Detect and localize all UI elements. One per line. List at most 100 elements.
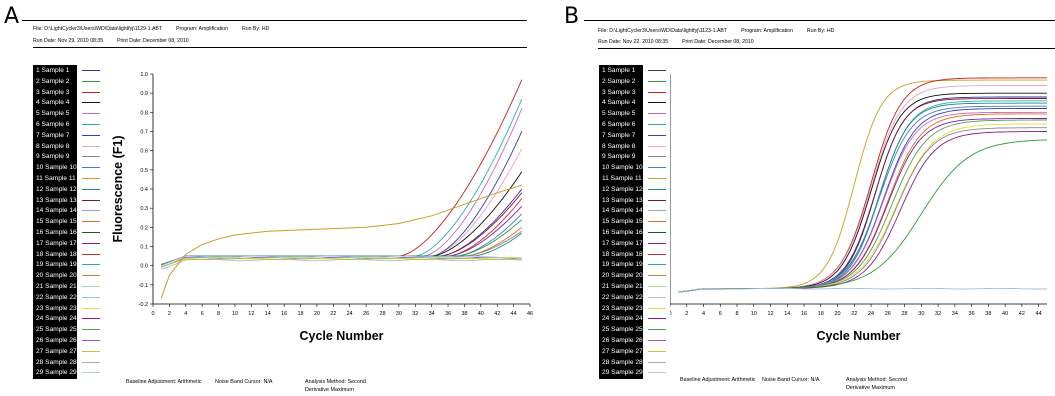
legend-swatch (82, 65, 100, 76)
series-line (160, 184, 522, 299)
legend-swatch (648, 108, 666, 119)
meta-rundate: Run Date: Nov 29, 2010 08:35 (33, 38, 104, 44)
legend-swatch (648, 130, 666, 141)
footer-baseline: Baseline Adjustment: Arithmetic (680, 377, 756, 383)
x-tick-label: 26 (885, 311, 891, 317)
meta-rule (33, 47, 527, 48)
y-tick-label: 0.3 (140, 206, 148, 212)
x-tick-label: 24 (868, 311, 874, 317)
x-tick-label: 20 (314, 311, 320, 317)
y-tick-label: 0.2 (140, 225, 148, 231)
legend: 1 Sample 1 2 Sample 2 3 Sample 3 4 Sample 4… (599, 65, 643, 380)
x-tick-label: 10 (751, 311, 757, 317)
legend-swatch (648, 173, 666, 184)
legend-entry: 8 Sample 8 (36, 142, 70, 150)
series-line (161, 232, 523, 266)
footer-noise: Noise Band Cursor: N/A (215, 379, 273, 385)
legend-swatch (82, 324, 100, 335)
legend-entry: 5 Sample 5 (602, 110, 636, 118)
legend-entry: 10 Sample 10 (602, 164, 643, 172)
x-tick-label: 0 (151, 311, 154, 317)
meta-printdate: Print Date: December 08, 2010 (682, 39, 754, 45)
x-tick-label: 12 (248, 311, 254, 317)
legend-entry: 11 Sample 11 (36, 174, 76, 182)
meta-line-1: File: D:\LightCycler3\Users\WD\Data\ligh… (598, 28, 848, 34)
series-line (678, 100, 1047, 293)
footer-method: Analysis Method: Second (305, 379, 366, 385)
meta-rundate: Run Date: Nov 22, 2010 08:35 (598, 39, 669, 45)
y-tick-label: 0.5 (140, 168, 148, 174)
legend-swatch (82, 195, 100, 206)
series-line (678, 85, 1047, 293)
legend-swatch (82, 87, 100, 98)
legend-entry: 28 Sample 28 (602, 358, 643, 366)
x-tick-label: 26 (363, 311, 369, 317)
legend-entry: 16 Sample 16 (36, 228, 77, 236)
legend-entry: 29 Sample 29 (36, 369, 77, 377)
legend-entry: 13 Sample 13 (36, 196, 77, 204)
x-tick-label: 32 (412, 311, 418, 317)
legend-entry: 19 Sample 19 (36, 261, 77, 269)
x-tick-label: 0 (670, 311, 672, 317)
x-tick-label: 8 (735, 311, 738, 317)
y-tick-label: 1.0 (140, 72, 148, 78)
x-tick-label: 34 (429, 311, 435, 317)
x-tick-label: 42 (494, 311, 500, 317)
legend-entry: 3 Sample 3 (602, 88, 636, 96)
x-tick-label: 36 (445, 311, 451, 317)
x-tick-label: 18 (297, 311, 303, 317)
legend-swatch (648, 249, 666, 260)
legend-entry: 15 Sample 15 (602, 218, 643, 226)
amplification-chart: Fluorescence (F1)-0.20.00.20.40.60.81.01… (670, 74, 1048, 343)
legend-entry: 15 Sample 15 (36, 218, 77, 226)
legend-swatch (648, 216, 666, 227)
legend-entry: 3 Sample 3 (36, 88, 70, 96)
series-line (678, 113, 1047, 293)
legend-entry: 26 Sample 26 (602, 336, 643, 344)
legend-swatch (82, 346, 100, 357)
x-tick-label: 4 (702, 311, 705, 317)
series-line (161, 258, 522, 270)
legend-swatch (82, 238, 100, 249)
legend-swatch (648, 97, 666, 108)
legend-entry: 27 Sample 27 (602, 347, 643, 355)
legend-swatch (648, 270, 666, 281)
meta-line-1: File: D:\LightCycler3\Users\WD\Data\ligh… (33, 26, 283, 32)
legend-entry: 1 Sample 1 (602, 67, 636, 74)
x-tick-label: 14 (265, 311, 271, 317)
legend-swatch (648, 238, 666, 249)
y-tick-label: -0.1 (139, 283, 148, 289)
x-tick-label: 46 (527, 311, 533, 317)
legend-swatch (648, 281, 666, 292)
meta-program: Program: Amplification (176, 26, 228, 32)
legend-swatch (648, 335, 666, 346)
legend-entry: 12 Sample 12 (36, 185, 77, 193)
legend-entry: 2 Sample 2 (36, 77, 70, 85)
legend-entry: 17 Sample 17 (602, 239, 643, 247)
legend-swatch (82, 173, 100, 184)
x-tick-label: 42 (1019, 311, 1025, 317)
legend-swatches (648, 65, 666, 378)
footer-method: Analysis Method: Second (846, 377, 907, 383)
legend-swatch (648, 346, 666, 357)
legend-swatch (82, 141, 100, 152)
x-tick-label: 38 (985, 311, 991, 317)
legend-entry: 20 Sample 20 (602, 272, 643, 280)
x-tick-label: 6 (719, 311, 722, 317)
legend-entry: 1 Sample 1 (36, 67, 70, 74)
legend-entry: 27 Sample 27 (36, 347, 77, 355)
legend-entry: 18 Sample 18 (602, 250, 643, 258)
x-tick-label: 10 (232, 311, 238, 317)
meta-runby: Run By: HD (241, 26, 270, 32)
legend-entry: 13 Sample 13 (602, 196, 643, 204)
meta-line-2: Run Date: Nov 29, 2010 08:35 Print Date: … (33, 38, 203, 44)
legend-entry: 16 Sample 16 (602, 228, 643, 236)
legend-entry: 6 Sample 6 (36, 120, 70, 128)
panel-b: B File: D:\LightCycler3\Users\WD\Data\li… (562, 0, 1055, 396)
x-tick-label: 36 (969, 311, 975, 317)
x-axis-label: Cycle Number (299, 329, 383, 343)
x-tick-label: 24 (347, 311, 353, 317)
legend-swatch (82, 259, 100, 270)
legend-swatch (648, 303, 666, 314)
x-tick-label: 30 (918, 311, 924, 317)
